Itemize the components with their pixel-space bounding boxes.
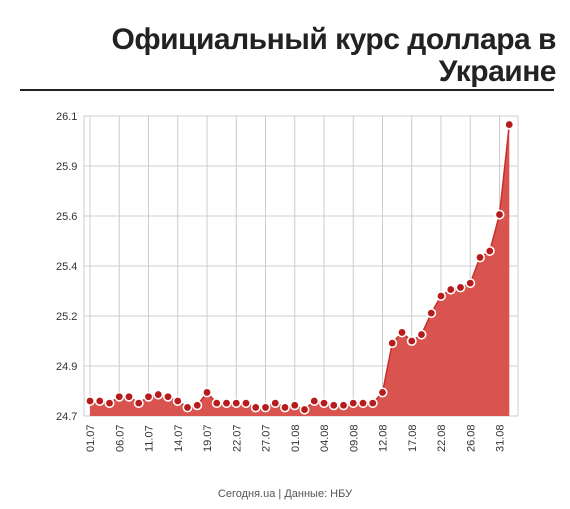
data-point <box>484 246 495 257</box>
data-point <box>172 395 183 406</box>
x-axis-labels: 01.07 06.07 11.07 14.07 19.07 22.07 27.07 01.08… <box>85 424 507 452</box>
data-point <box>504 119 515 130</box>
data-point <box>406 335 417 346</box>
data-point <box>182 402 193 413</box>
x-tick-label: 12.08 <box>378 424 390 452</box>
data-point <box>85 395 96 406</box>
data-point <box>338 400 349 411</box>
data-point <box>328 400 339 411</box>
data-point <box>396 327 407 338</box>
data-point <box>192 400 203 411</box>
y-tick-label: 24.7 <box>56 411 77 423</box>
data-point <box>260 402 271 413</box>
x-tick-label: 26.08 <box>465 424 477 452</box>
data-point <box>299 404 310 415</box>
data-point <box>114 391 125 402</box>
y-tick-label: 25.6 <box>56 211 77 223</box>
data-point <box>357 398 368 409</box>
y-tick-label: 26.1 <box>56 111 77 123</box>
x-tick-label: 04.08 <box>319 424 331 452</box>
data-point <box>387 338 398 349</box>
x-tick-label: 22.07 <box>231 424 243 452</box>
grid <box>83 115 519 417</box>
data-point <box>202 387 213 398</box>
y-tick-label: 24.9 <box>56 361 77 373</box>
data-point <box>465 278 476 289</box>
chart-title: Официальный курс доллара в Украине <box>111 23 557 88</box>
data-point <box>94 395 105 406</box>
data-point <box>494 209 505 220</box>
data-point <box>435 290 446 301</box>
x-tick-label: 01.08 <box>290 424 302 452</box>
data-point <box>270 398 281 409</box>
data-point <box>348 398 359 409</box>
data-point <box>289 400 300 411</box>
data-point <box>133 398 144 409</box>
x-tick-label: 22.08 <box>436 424 448 452</box>
data-point <box>377 387 388 398</box>
data-point <box>241 398 252 409</box>
data-point <box>250 402 261 413</box>
x-tick-label: 01.07 <box>85 424 97 452</box>
y-tick-label: 25.2 <box>56 311 77 323</box>
data-point <box>163 391 174 402</box>
data-point <box>455 282 466 293</box>
x-tick-label: 17.08 <box>407 424 419 452</box>
y-tick-label: 25.4 <box>56 261 77 273</box>
y-tick-label: 25.9 <box>56 161 77 173</box>
data-point <box>231 398 242 409</box>
x-tick-label: 27.07 <box>261 424 273 452</box>
area-fill <box>90 124 510 416</box>
data-point <box>124 391 135 402</box>
source-caption: Сегодня.ua | Данные: НБУ <box>217 488 353 500</box>
data-point <box>221 398 232 409</box>
x-tick-label: 19.07 <box>202 424 214 452</box>
title-divider <box>20 89 554 91</box>
x-tick-label: 14.07 <box>173 424 185 452</box>
data-point <box>153 389 164 400</box>
data-point <box>309 395 320 406</box>
x-tick-label: 11.07 <box>144 425 156 452</box>
data-point <box>318 398 329 409</box>
data-point <box>416 329 427 340</box>
data-point <box>426 308 437 319</box>
data-point <box>104 398 115 409</box>
x-tick-label: 09.08 <box>348 424 360 452</box>
data-point <box>445 284 456 295</box>
series-markers <box>85 119 515 415</box>
x-tick-label: 31.08 <box>495 424 507 452</box>
data-point <box>279 402 290 413</box>
x-tick-label: 06.07 <box>114 424 126 452</box>
data-point <box>143 391 154 402</box>
y-axis-labels: 24.7 24.9 25.2 25.4 25.6 25.9 26.1 <box>56 111 77 423</box>
data-point <box>211 398 222 409</box>
data-point <box>474 252 485 263</box>
data-point <box>367 398 378 409</box>
